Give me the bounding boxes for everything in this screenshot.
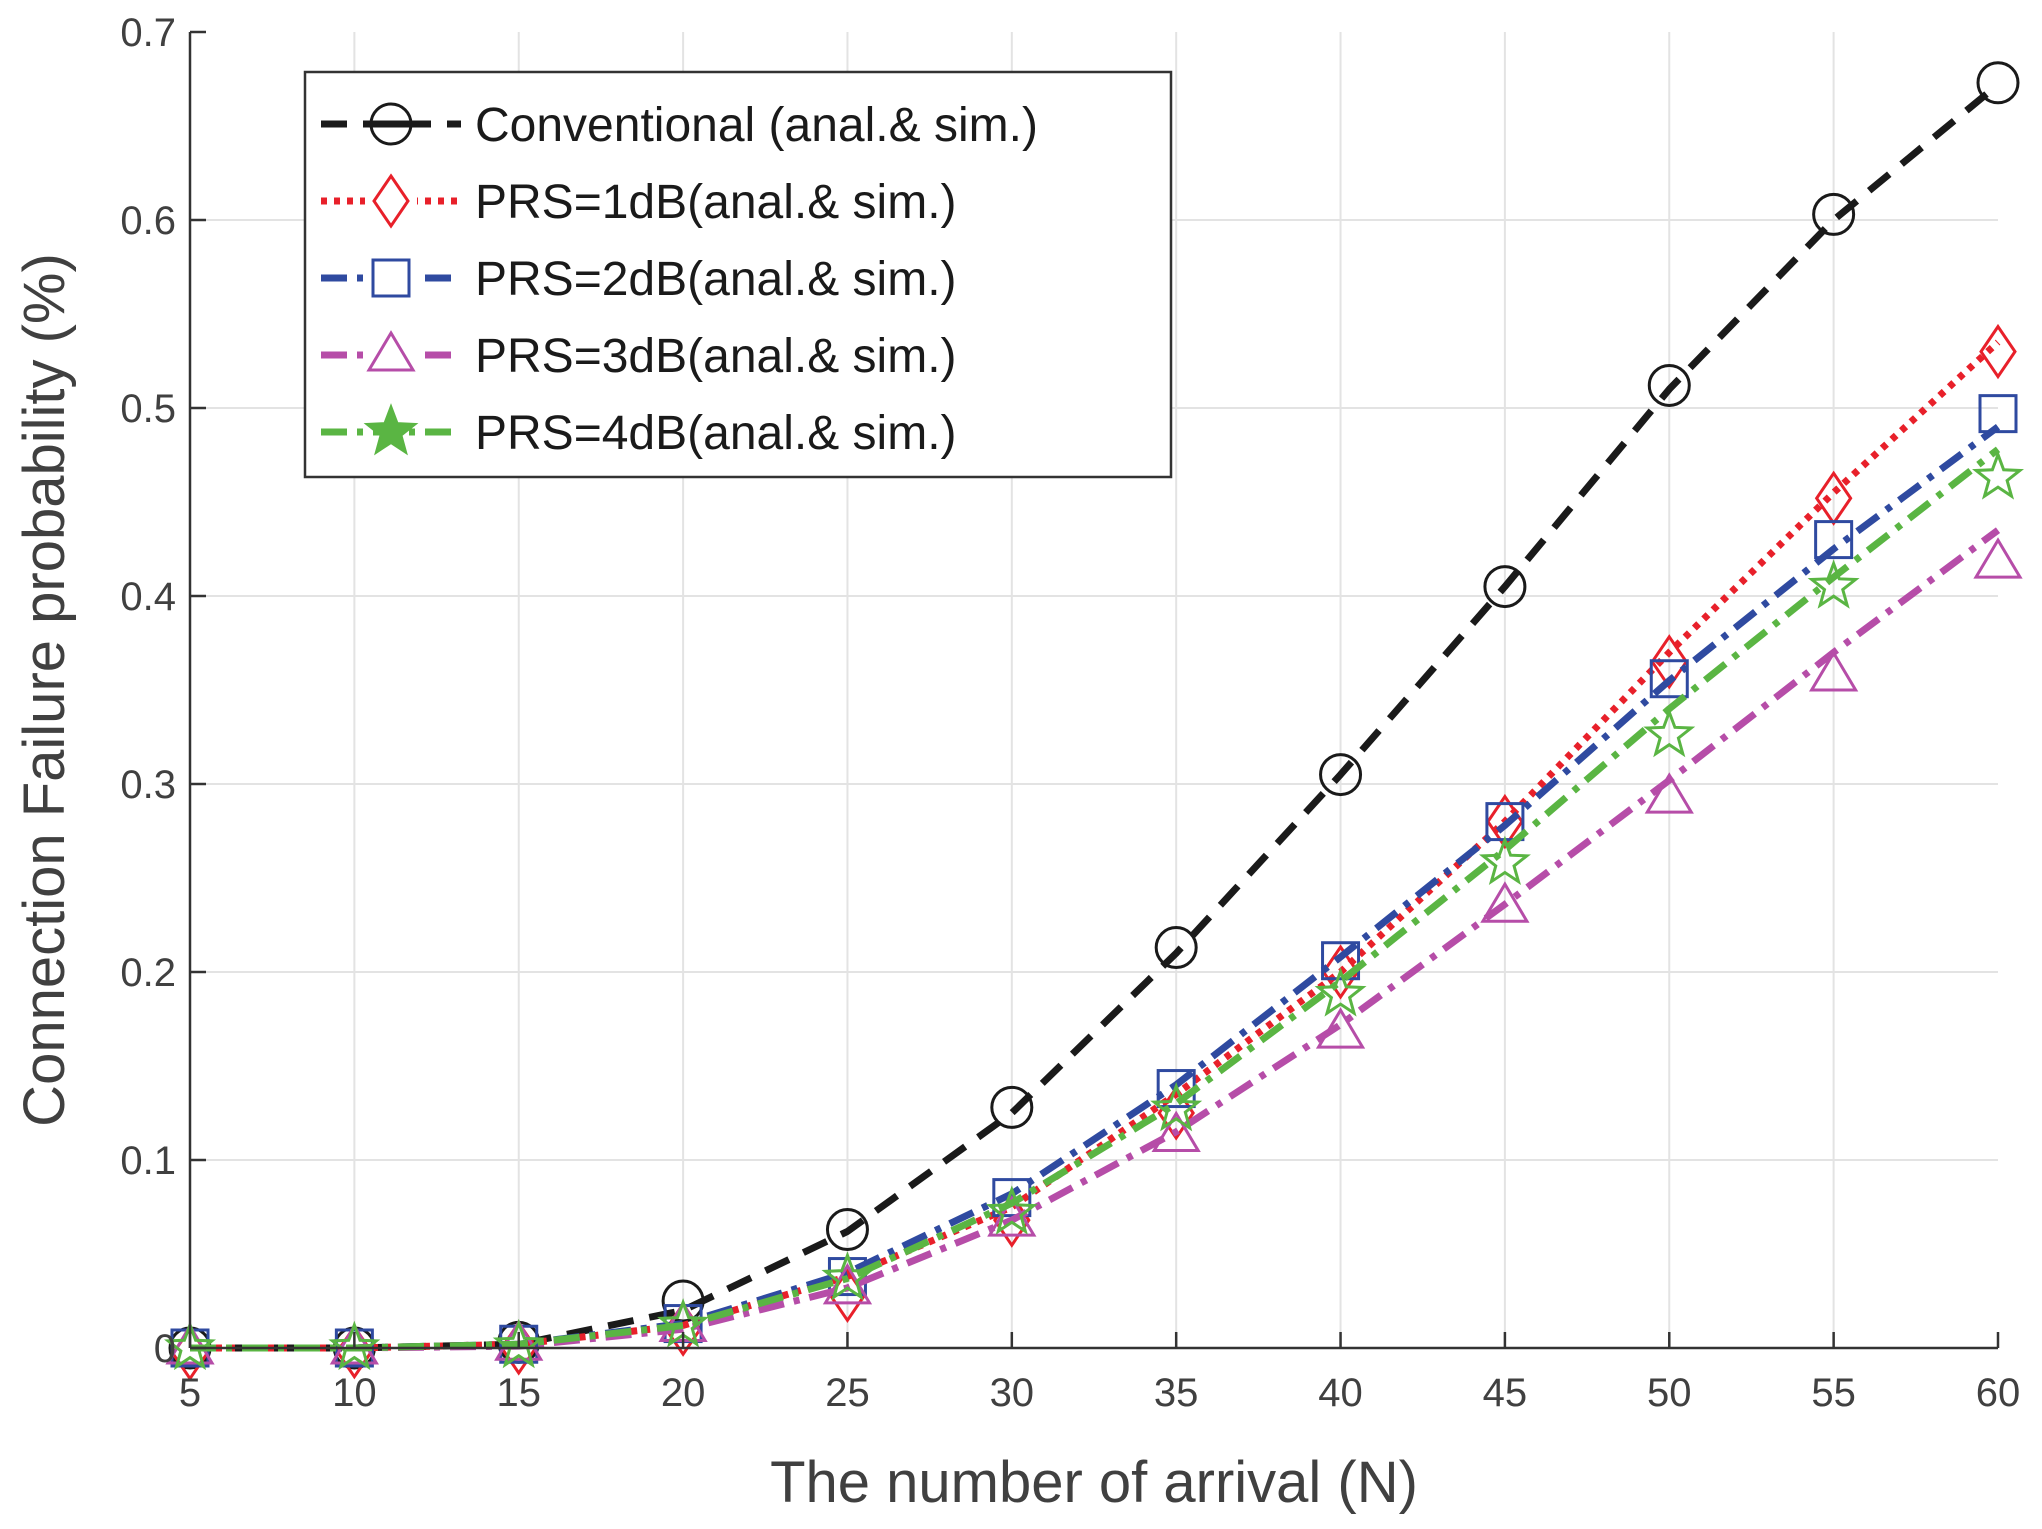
star-marker [985,1185,1038,1235]
legend-entry: PRS=2dB(anal.& sim.) [321,252,957,306]
legend-star-marker [363,403,419,456]
circle-marker [990,1085,1034,1129]
circle-marker [1976,61,2020,105]
legend-label: PRS=2dB(anal.& sim.) [475,253,957,306]
star-marker [492,1318,545,1369]
circle-marker [1319,753,1363,797]
x-tick-label: 45 [1483,1371,1528,1415]
triangle-marker [1315,1007,1366,1049]
legend-square-marker [371,258,411,298]
star-marker [328,1320,381,1371]
x-tick-label: 15 [496,1371,541,1415]
y-axis-title: Connection Failure probability (%) [12,253,77,1127]
star-marker [1478,835,1531,886]
legend-diamond-marker [372,173,410,229]
triangle-marker [987,1195,1037,1237]
x-tick-label: 50 [1647,1371,1692,1415]
x-tick-label: 30 [990,1371,1035,1415]
axes [188,30,2000,1350]
triangle-marker [1644,772,1694,814]
series-4 [164,446,2024,1371]
square-marker [1814,520,1854,560]
diamond-marker [1814,470,1853,526]
star-marker [1972,450,2024,500]
circle-marker [1154,926,1198,970]
diamond-marker [1157,1085,1195,1141]
x-tick-label: 10 [332,1371,377,1415]
y-tick-label: 0.1 [120,1139,176,1183]
y-tick-label: 0.4 [120,575,176,619]
x-tick-label: 25 [825,1371,870,1415]
tick-labels: 5 10 15 20 25 30 35 40 45 50 55 60 0 0.1 0.2 0.3 0.4 0.5 0… [120,11,2020,1415]
legend-label: PRS=3dB(anal.& sim.) [475,330,957,383]
square-marker [992,1178,1032,1218]
star-marker [1807,559,1860,609]
x-tick-label: 40 [1318,1371,1363,1415]
legend-entry: PRS=4dB(anal.& sim.) [321,403,957,460]
diamond-marker [1979,323,2017,380]
y-tick-label: 0.6 [120,199,176,243]
series-line-4 [190,446,2001,1352]
y-tick-label: 0.7 [120,11,176,55]
series-layer [164,61,2024,1382]
circle-marker [1483,565,1527,609]
x-tick-label: 20 [661,1371,706,1415]
triangle-marker [494,1319,544,1361]
triangle-marker [1151,1110,1201,1153]
triangle-marker [1480,881,1530,923]
star-marker [1643,707,1696,758]
triangle-marker [1808,650,1859,692]
star-marker [1150,1081,1203,1132]
circle-marker [825,1208,869,1252]
star-marker [1314,967,1367,1017]
legend-label: Conventional (anal.& sim.) [475,99,1038,152]
star-marker [821,1251,874,1301]
triangle-marker [1973,537,2023,579]
x-tick-label: 35 [1154,1371,1199,1415]
square-marker [1321,941,1361,981]
legend-circle-marker [369,102,413,146]
legend-entry: Conventional (anal.& sim.) [321,99,1038,152]
x-tick-label: 60 [1976,1371,2021,1415]
diamond-marker [1321,944,1360,1000]
y-tick-label: 0 [154,1327,176,1371]
legend-entry: PRS=1dB(anal.& sim.) [321,173,957,229]
legend: Conventional (anal.& sim.) PRS=1dB(anal.&… [303,70,1173,479]
star-marker [164,1320,216,1371]
circle-marker [661,1279,705,1323]
y-tick-label: 0.5 [120,387,176,431]
circle-marker [1812,192,1856,236]
x-tick-label: 55 [1811,1371,1856,1415]
legend-entry: PRS=3dB(anal.& sim.) [321,329,957,383]
diamond-marker [1650,634,1689,690]
y-tick-label: 0.2 [120,951,176,995]
legend-label: PRS=4dB(anal.& sim.) [475,407,957,460]
y-tick-label: 0.3 [120,763,176,807]
square-marker [1978,394,2018,434]
legend-marker-backdrop [365,329,417,381]
x-tick-label: 5 [179,1371,201,1415]
circle-marker [1647,363,1691,407]
square-marker [1649,659,1689,699]
legend-triangle-marker [366,330,416,372]
x-axis-title: The number of arrival (N) [770,1450,1418,1515]
legend-label: PRS=1dB(anal.& sim.) [475,176,957,229]
